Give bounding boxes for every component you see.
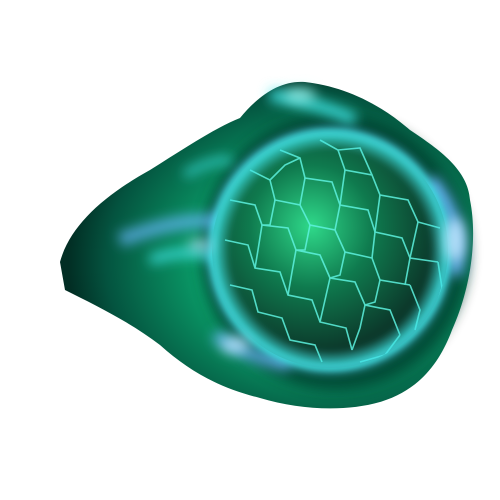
orb-rim-glow [202, 122, 458, 378]
glow-highlights [188, 88, 465, 353]
